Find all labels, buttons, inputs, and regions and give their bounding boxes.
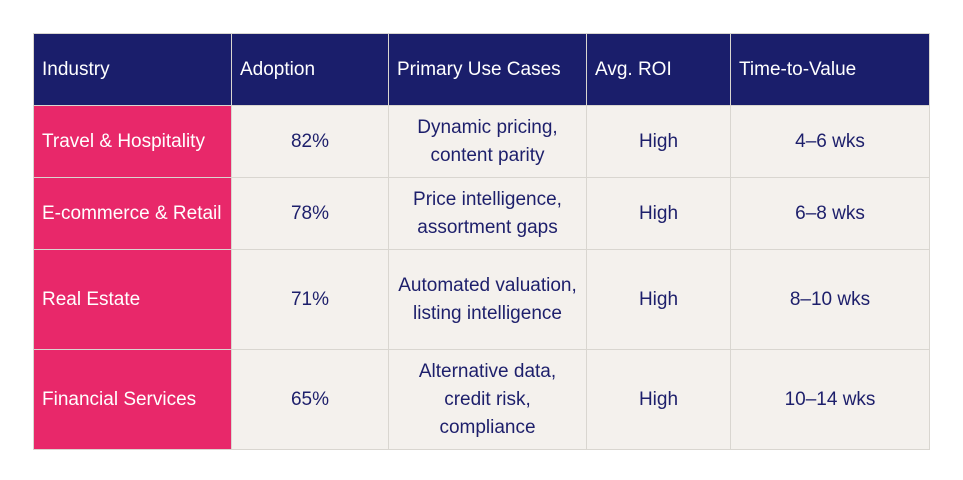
cell-time-to-value: 4–6 wks	[730, 105, 930, 178]
cell-industry: Real Estate	[33, 249, 232, 350]
cell-use-cases: Automated valuation, listing intelligenc…	[388, 249, 587, 350]
industry-table-container: Industry Adoption Primary Use Cases Avg.…	[33, 33, 930, 450]
header-avg-roi: Avg. ROI	[586, 33, 731, 106]
cell-adoption: 78%	[231, 177, 389, 250]
cell-roi: High	[586, 105, 731, 178]
cell-adoption: 82%	[231, 105, 389, 178]
table-body: Travel & Hospitality 82% Dynamic pricing…	[33, 105, 930, 450]
industry-adoption-table: Industry Adoption Primary Use Cases Avg.…	[33, 33, 930, 450]
header-primary-use-cases: Primary Use Cases	[388, 33, 587, 106]
cell-industry: Financial Services	[33, 349, 232, 450]
cell-use-cases: Alternative data, credit risk, complianc…	[388, 349, 587, 450]
table-row: E-commerce & Retail 78% Price intelligen…	[33, 177, 930, 250]
table-row: Real Estate 71% Automated valuation, lis…	[33, 249, 930, 350]
cell-time-to-value: 6–8 wks	[730, 177, 930, 250]
header-row: Industry Adoption Primary Use Cases Avg.…	[33, 33, 930, 106]
table-row: Financial Services 65% Alternative data,…	[33, 349, 930, 450]
cell-time-to-value: 10–14 wks	[730, 349, 930, 450]
cell-roi: High	[586, 249, 731, 350]
cell-industry: Travel & Hospitality	[33, 105, 232, 178]
cell-roi: High	[586, 349, 731, 450]
table-header: Industry Adoption Primary Use Cases Avg.…	[33, 33, 930, 106]
header-adoption: Adoption	[231, 33, 389, 106]
cell-adoption: 65%	[231, 349, 389, 450]
cell-time-to-value: 8–10 wks	[730, 249, 930, 350]
table-row: Travel & Hospitality 82% Dynamic pricing…	[33, 105, 930, 178]
cell-use-cases: Price intelligence, assortment gaps	[388, 177, 587, 250]
cell-industry: E-commerce & Retail	[33, 177, 232, 250]
cell-use-cases: Dynamic pricing, content parity	[388, 105, 587, 178]
cell-roi: High	[586, 177, 731, 250]
cell-adoption: 71%	[231, 249, 389, 350]
header-industry: Industry	[33, 33, 232, 106]
header-time-to-value: Time-to-Value	[730, 33, 930, 106]
